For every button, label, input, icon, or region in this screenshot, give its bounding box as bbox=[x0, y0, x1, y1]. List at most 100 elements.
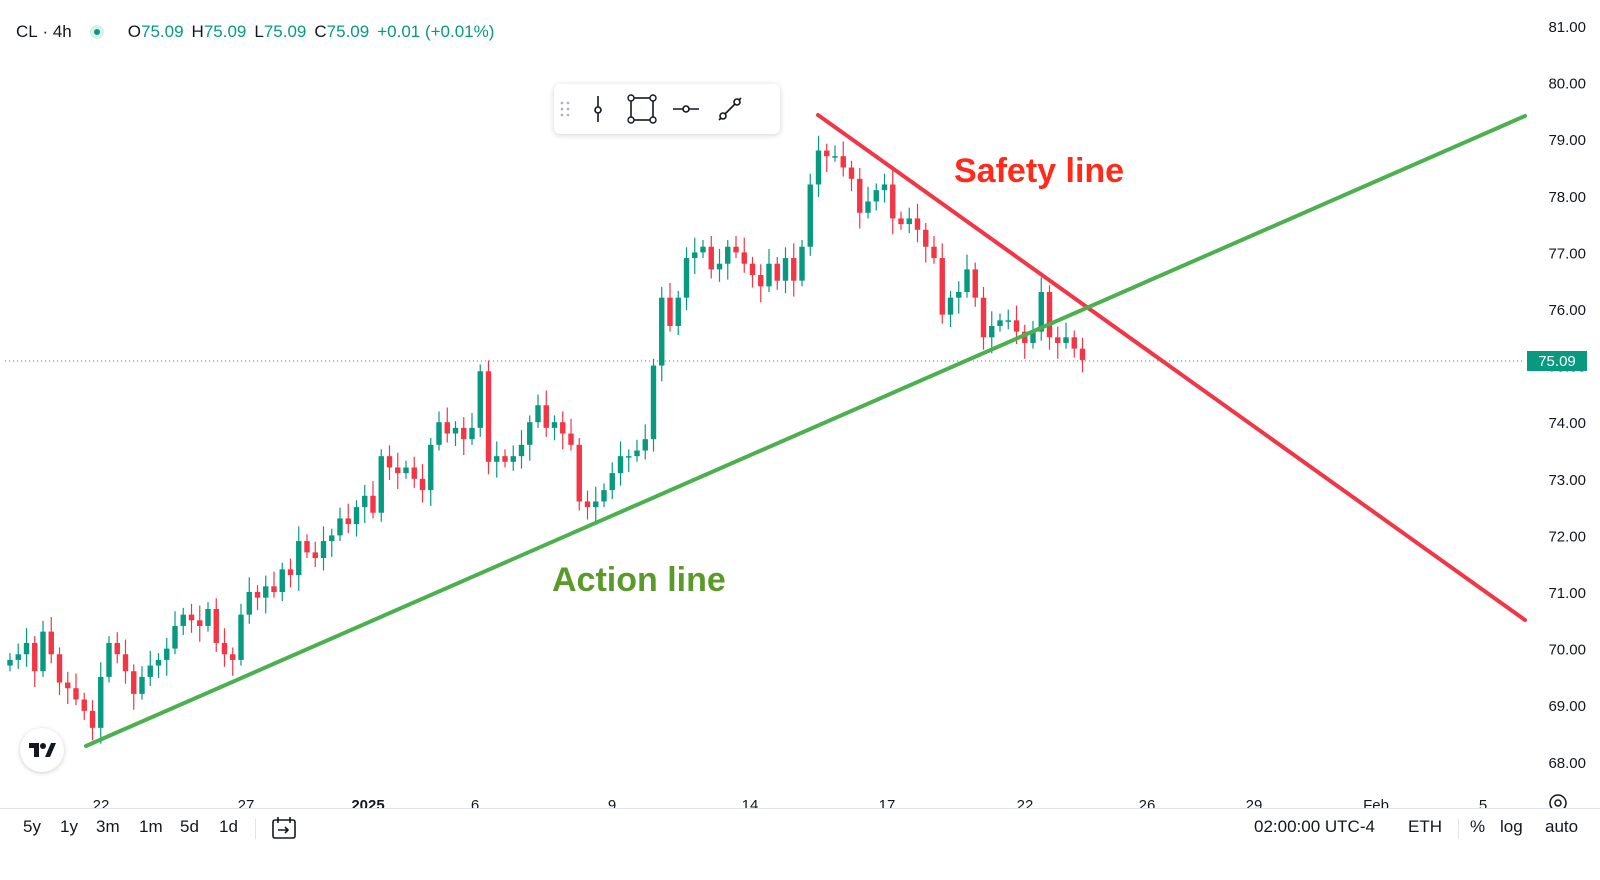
candle-body bbox=[254, 592, 261, 598]
drag-handle-icon[interactable] bbox=[554, 89, 576, 129]
candle-body bbox=[494, 456, 500, 462]
interval-label[interactable]: 4h bbox=[52, 22, 72, 41]
candle-body bbox=[568, 433, 574, 445]
candle-body bbox=[857, 178, 863, 213]
candle-body bbox=[1063, 337, 1069, 343]
range-1y-button[interactable]: 1y bbox=[60, 817, 78, 836]
candle-body bbox=[221, 642, 228, 655]
candle-body bbox=[716, 263, 723, 270]
candle-body bbox=[543, 405, 549, 428]
action-line bbox=[84, 114, 1527, 748]
candle-body bbox=[989, 325, 995, 338]
candle-body bbox=[980, 297, 987, 338]
candle-body bbox=[527, 422, 533, 445]
candle-body bbox=[741, 252, 747, 264]
vertical-line-icon[interactable] bbox=[576, 89, 620, 129]
candle-body bbox=[815, 150, 822, 185]
candle-body bbox=[48, 631, 54, 655]
market-status-icon[interactable] bbox=[89, 25, 104, 39]
clock-time[interactable]: 02:00:00 UTC-4 bbox=[1254, 817, 1375, 836]
candle-body bbox=[898, 218, 904, 225]
time-tick-label: 2025 bbox=[351, 797, 384, 808]
candle-body bbox=[205, 608, 211, 626]
candle-body bbox=[98, 676, 104, 728]
candle-body bbox=[914, 218, 921, 230]
candle-body bbox=[353, 507, 360, 525]
candle-body bbox=[65, 682, 71, 689]
range-5d-button[interactable]: 5d bbox=[180, 817, 199, 836]
chart-canvas[interactable]: Safety line Action line 81.00 80.00 79.00 7… bbox=[0, 0, 1600, 808]
candle-body bbox=[609, 473, 615, 491]
time-tick-label: 27 bbox=[238, 797, 255, 808]
candle-body bbox=[510, 456, 516, 462]
candle-body bbox=[370, 495, 376, 513]
candle-body bbox=[461, 427, 467, 440]
price-tick-label: 69.00 bbox=[1548, 698, 1586, 715]
trend-line-icon[interactable] bbox=[708, 89, 752, 129]
candle-body bbox=[197, 620, 203, 626]
range-3m-button[interactable]: 3m bbox=[96, 817, 120, 836]
log-scale-button[interactable]: log bbox=[1500, 817, 1523, 836]
percent-scale-button[interactable]: % bbox=[1470, 817, 1486, 836]
candle-body bbox=[395, 467, 401, 474]
candle-body bbox=[386, 456, 393, 468]
rectangle-icon[interactable] bbox=[620, 89, 664, 129]
candle-body bbox=[807, 184, 813, 247]
candle-body bbox=[428, 444, 434, 491]
candle-body bbox=[238, 614, 244, 660]
candle-body bbox=[477, 371, 483, 428]
range-5y-button[interactable]: 5y bbox=[23, 817, 41, 836]
candle-body bbox=[485, 371, 492, 462]
candle-body bbox=[997, 320, 1003, 326]
candle-body bbox=[271, 586, 277, 592]
safety-line-label: Safety line bbox=[954, 152, 1124, 190]
candle-body bbox=[939, 258, 945, 315]
candle-body bbox=[362, 495, 368, 508]
candle-body bbox=[650, 365, 657, 440]
candle-body bbox=[40, 631, 46, 672]
bottom-toolbar: 5y 1y 3m 1m 5d 1d 02:00:00 UTC-4 ETH % l… bbox=[0, 808, 1600, 849]
candle-body bbox=[881, 184, 888, 191]
separator bbox=[255, 819, 256, 839]
candle-body bbox=[1046, 292, 1053, 338]
candle-body bbox=[626, 456, 632, 458]
time-tick-label: 14 bbox=[742, 797, 759, 808]
candle-body bbox=[964, 269, 970, 293]
candle-body bbox=[403, 467, 409, 474]
symbol-name[interactable]: CL bbox=[16, 22, 38, 41]
time-tick-label: 29 bbox=[1246, 797, 1263, 808]
auto-scale-button[interactable]: auto bbox=[1545, 817, 1579, 836]
candle-body bbox=[906, 218, 912, 225]
price-tick-label: 68.00 bbox=[1548, 755, 1586, 772]
candle-body bbox=[502, 456, 508, 462]
range-1m-button[interactable]: 1m bbox=[139, 817, 163, 836]
candle-body bbox=[700, 246, 706, 253]
candle-body bbox=[675, 297, 681, 326]
candle-body bbox=[642, 439, 648, 451]
price-tick-label: 81.00 bbox=[1548, 19, 1586, 36]
candle-body bbox=[147, 665, 153, 677]
candle-body bbox=[81, 699, 87, 711]
candle-body bbox=[518, 444, 525, 457]
candle-body bbox=[122, 654, 129, 672]
candle-body bbox=[337, 518, 343, 536]
horizontal-ray-icon[interactable] bbox=[664, 89, 708, 129]
time-tick-label: Feb bbox=[1363, 797, 1389, 808]
price-tick-label: 76.00 bbox=[1548, 302, 1586, 319]
time-tick-label: 9 bbox=[608, 797, 616, 808]
range-1d-button[interactable]: 1d bbox=[219, 817, 238, 836]
price-tick-label: 79.00 bbox=[1548, 132, 1586, 149]
price-tick-label: 74.00 bbox=[1548, 415, 1586, 432]
candle-body bbox=[931, 246, 937, 259]
tradingview-logo[interactable] bbox=[20, 728, 64, 772]
open-value: O75.09 bbox=[127, 22, 184, 41]
candle-body bbox=[766, 263, 772, 287]
candle-body bbox=[188, 614, 195, 621]
candle-body bbox=[131, 671, 137, 694]
axis-settings-icon bbox=[1549, 794, 1567, 808]
candle-body bbox=[7, 659, 13, 666]
candle-body bbox=[840, 156, 846, 168]
session-button[interactable]: ETH bbox=[1408, 817, 1442, 836]
go-to-date-icon[interactable] bbox=[270, 815, 298, 846]
candle-body bbox=[560, 422, 566, 434]
